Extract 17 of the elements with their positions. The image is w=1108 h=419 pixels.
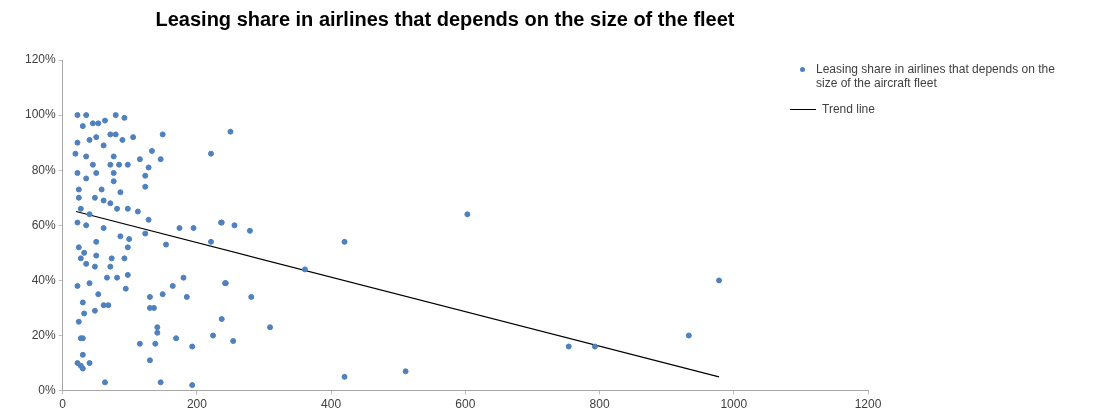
chart-title: Leasing share in airlines that depends on the size of the fleet bbox=[155, 7, 735, 30]
y-tick-label: 40% bbox=[31, 272, 57, 287]
y-tick-label: 100% bbox=[24, 107, 57, 122]
legend-label: Trend line bbox=[822, 102, 876, 116]
x-tick-label: 400 bbox=[321, 397, 342, 412]
y-tick-label: 20% bbox=[31, 327, 57, 342]
y-tick-label: 0% bbox=[38, 382, 57, 397]
x-tick-label: 800 bbox=[589, 397, 610, 412]
y-tick-label: 60% bbox=[31, 217, 57, 232]
x-tick-label: 1200 bbox=[854, 397, 882, 412]
x-tick-label: 600 bbox=[455, 397, 476, 412]
x-tick-label: 200 bbox=[186, 397, 208, 412]
x-tick-label: 1000 bbox=[720, 397, 748, 412]
y-tick-label: 120% bbox=[24, 52, 57, 67]
x-tick-label: 0 bbox=[59, 397, 67, 412]
y-tick-label: 80% bbox=[31, 162, 57, 177]
legend-label: Leasing share in airlines that depends on the size of the aircraft fleet bbox=[816, 62, 1056, 90]
